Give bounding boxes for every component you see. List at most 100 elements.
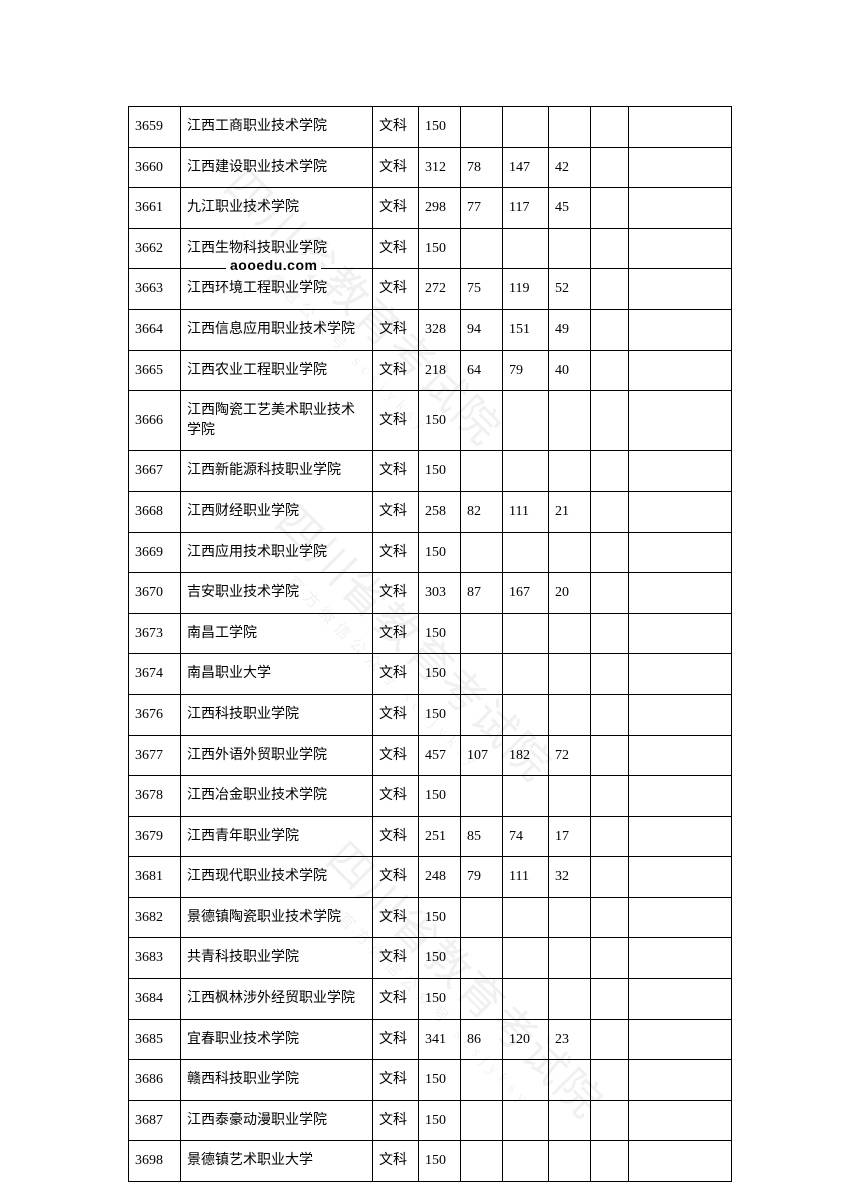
- table-cell: 江西科技职业学院: [181, 694, 373, 735]
- table-cell: 23: [549, 1019, 591, 1060]
- table-cell: 42: [549, 147, 591, 188]
- table-cell: [591, 309, 629, 350]
- table-cell: 3698: [129, 1141, 181, 1182]
- table-cell: 150: [419, 391, 461, 451]
- table-cell: [503, 451, 549, 492]
- table-cell: [591, 532, 629, 573]
- table-row: 3667江西新能源科技职业学院文科150: [129, 451, 732, 492]
- table-cell: 312: [419, 147, 461, 188]
- table-cell: 150: [419, 107, 461, 148]
- table-cell: 150: [419, 979, 461, 1020]
- table-row: 3679江西青年职业学院文科251857417: [129, 816, 732, 857]
- table-cell: [461, 654, 503, 695]
- table-cell: 328: [419, 309, 461, 350]
- table-cell: 182: [503, 735, 549, 776]
- table-cell: 文科: [373, 857, 419, 898]
- table-cell: 150: [419, 938, 461, 979]
- table-cell: [591, 1019, 629, 1060]
- table-cell: 江西陶瓷工艺美术职业技术学院: [181, 391, 373, 451]
- table-cell: [503, 1141, 549, 1182]
- table-cell: [461, 532, 503, 573]
- table-cell: [629, 938, 732, 979]
- table-cell: 3678: [129, 776, 181, 817]
- table-cell: [591, 451, 629, 492]
- table-cell: [591, 107, 629, 148]
- table-cell: [591, 1141, 629, 1182]
- table-cell: [549, 1100, 591, 1141]
- table-cell: [503, 776, 549, 817]
- table-cell: 150: [419, 228, 461, 269]
- table-cell: [461, 938, 503, 979]
- table-cell: 74: [503, 816, 549, 857]
- table-cell: [549, 694, 591, 735]
- table-cell: 文科: [373, 532, 419, 573]
- table-cell: [591, 979, 629, 1020]
- table-cell: [503, 228, 549, 269]
- table-cell: 82: [461, 491, 503, 532]
- table-cell: [629, 735, 732, 776]
- table-row: 3669江西应用技术职业学院文科150: [129, 532, 732, 573]
- table-row: 3664江西信息应用职业技术学院文科3289415149: [129, 309, 732, 350]
- table-cell: [461, 1100, 503, 1141]
- table-cell: [591, 491, 629, 532]
- table-cell: 文科: [373, 491, 419, 532]
- table-cell: [549, 1141, 591, 1182]
- table-cell: 298: [419, 188, 461, 229]
- table-cell: [629, 979, 732, 1020]
- table-cell: 258: [419, 491, 461, 532]
- table-cell: [629, 1019, 732, 1060]
- table-cell: [549, 776, 591, 817]
- table-cell: 江西应用技术职业学院: [181, 532, 373, 573]
- table-cell: [591, 188, 629, 229]
- table-cell: [549, 532, 591, 573]
- table-cell: [629, 1100, 732, 1141]
- table-cell: [503, 654, 549, 695]
- table-cell: [629, 451, 732, 492]
- table-cell: 120: [503, 1019, 549, 1060]
- table-cell: 景德镇艺术职业大学: [181, 1141, 373, 1182]
- table-cell: [461, 228, 503, 269]
- table-cell: [629, 573, 732, 614]
- table-cell: [591, 938, 629, 979]
- table-cell: 文科: [373, 938, 419, 979]
- url-overlay-text: aooedu.com: [226, 255, 321, 275]
- table-cell: 文科: [373, 979, 419, 1020]
- table-cell: [503, 532, 549, 573]
- table-cell: 南昌职业大学: [181, 654, 373, 695]
- table-cell: 文科: [373, 613, 419, 654]
- table-row: 3665江西农业工程职业学院文科218647940: [129, 350, 732, 391]
- table-cell: 17: [549, 816, 591, 857]
- table-cell: [461, 1060, 503, 1101]
- table-cell: [629, 147, 732, 188]
- table-cell: 3661: [129, 188, 181, 229]
- table-row: 3677江西外语外贸职业学院文科45710718272: [129, 735, 732, 776]
- table-cell: 117: [503, 188, 549, 229]
- table-cell: 3670: [129, 573, 181, 614]
- table-cell: [461, 613, 503, 654]
- table-cell: 150: [419, 532, 461, 573]
- table-cell: [503, 897, 549, 938]
- table-cell: 江西新能源科技职业学院: [181, 451, 373, 492]
- table-cell: 85: [461, 816, 503, 857]
- table-cell: 文科: [373, 1019, 419, 1060]
- table-cell: [549, 979, 591, 1020]
- table-cell: 江西现代职业技术学院: [181, 857, 373, 898]
- table-cell: [629, 532, 732, 573]
- table-cell: 江西外语外贸职业学院: [181, 735, 373, 776]
- table-cell: [629, 188, 732, 229]
- table-cell: [549, 228, 591, 269]
- table-cell: 248: [419, 857, 461, 898]
- table-cell: 景德镇陶瓷职业技术学院: [181, 897, 373, 938]
- table-cell: [503, 613, 549, 654]
- table-cell: [591, 613, 629, 654]
- table-cell: 3686: [129, 1060, 181, 1101]
- table-cell: 150: [419, 897, 461, 938]
- table-cell: [549, 897, 591, 938]
- table-cell: [461, 897, 503, 938]
- table-cell: [629, 269, 732, 310]
- table-cell: [461, 1141, 503, 1182]
- table-cell: [549, 1060, 591, 1101]
- table-cell: [591, 654, 629, 695]
- table-cell: [591, 269, 629, 310]
- table-cell: [629, 391, 732, 451]
